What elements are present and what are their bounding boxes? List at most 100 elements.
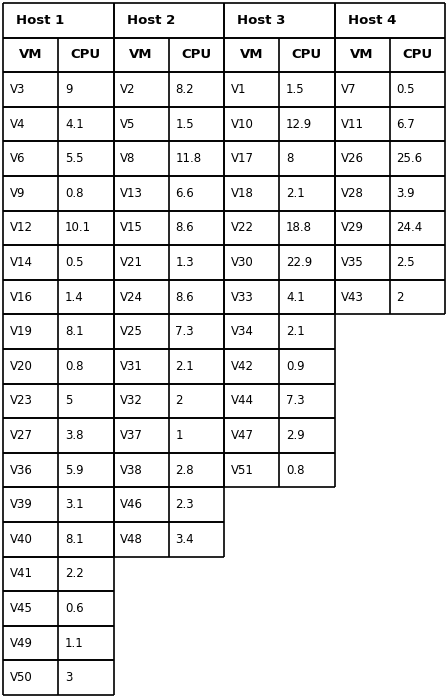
- Text: V18: V18: [231, 187, 254, 200]
- Text: 2.3: 2.3: [175, 498, 194, 511]
- Text: V47: V47: [231, 429, 254, 442]
- Text: V44: V44: [231, 394, 254, 408]
- Text: V22: V22: [231, 221, 254, 235]
- Text: 9: 9: [65, 83, 73, 96]
- Text: 0.8: 0.8: [286, 463, 304, 477]
- Text: 8.2: 8.2: [175, 83, 194, 96]
- Text: Host 3: Host 3: [237, 14, 286, 27]
- Text: 2.1: 2.1: [175, 359, 194, 373]
- Text: V48: V48: [120, 533, 143, 546]
- Text: V8: V8: [120, 152, 135, 165]
- Text: 6.6: 6.6: [175, 187, 194, 200]
- Text: V23: V23: [9, 394, 33, 408]
- Text: 3: 3: [65, 671, 72, 684]
- Text: V36: V36: [9, 463, 33, 477]
- Text: 4.1: 4.1: [65, 117, 84, 131]
- Text: V25: V25: [120, 325, 143, 339]
- Text: 0.8: 0.8: [65, 187, 83, 200]
- Text: 10.1: 10.1: [65, 221, 91, 235]
- Text: V49: V49: [9, 637, 33, 650]
- Text: 2.1: 2.1: [286, 325, 305, 339]
- Text: V3: V3: [9, 83, 25, 96]
- Text: 8.1: 8.1: [65, 325, 83, 339]
- Text: V19: V19: [9, 325, 33, 339]
- Text: V24: V24: [120, 290, 143, 304]
- Text: V31: V31: [120, 359, 143, 373]
- Text: 8.1: 8.1: [65, 533, 83, 546]
- Text: 2: 2: [175, 394, 183, 408]
- Text: V42: V42: [231, 359, 254, 373]
- Text: 7.3: 7.3: [286, 394, 305, 408]
- Text: 3.9: 3.9: [396, 187, 415, 200]
- Text: V4: V4: [9, 117, 25, 131]
- Text: 5: 5: [65, 394, 72, 408]
- Text: V9: V9: [9, 187, 25, 200]
- Text: CPU: CPU: [71, 48, 101, 61]
- Text: V16: V16: [9, 290, 33, 304]
- Text: V15: V15: [120, 221, 143, 235]
- Text: 8.6: 8.6: [175, 290, 194, 304]
- Text: 0.5: 0.5: [396, 83, 415, 96]
- Text: V11: V11: [341, 117, 364, 131]
- Text: 0.8: 0.8: [65, 359, 83, 373]
- Text: 1: 1: [175, 429, 183, 442]
- Text: 1.3: 1.3: [175, 256, 194, 269]
- Text: V30: V30: [231, 256, 254, 269]
- Text: V21: V21: [120, 256, 143, 269]
- Text: 2: 2: [396, 290, 404, 304]
- Text: 22.9: 22.9: [286, 256, 312, 269]
- Text: V10: V10: [231, 117, 254, 131]
- Text: CPU: CPU: [292, 48, 322, 61]
- Text: V46: V46: [120, 498, 143, 511]
- Text: 2.9: 2.9: [286, 429, 305, 442]
- Text: 4.1: 4.1: [286, 290, 305, 304]
- Text: 5.9: 5.9: [65, 463, 83, 477]
- Text: 2.8: 2.8: [175, 463, 194, 477]
- Text: 25.6: 25.6: [396, 152, 422, 165]
- Text: CPU: CPU: [402, 48, 432, 61]
- Text: V33: V33: [231, 290, 254, 304]
- Text: 24.4: 24.4: [396, 221, 422, 235]
- Text: Host 2: Host 2: [127, 14, 175, 27]
- Text: 0.5: 0.5: [65, 256, 83, 269]
- Text: V35: V35: [341, 256, 364, 269]
- Text: V7: V7: [341, 83, 357, 96]
- Text: 8: 8: [286, 152, 293, 165]
- Text: V51: V51: [231, 463, 254, 477]
- Text: V20: V20: [9, 359, 33, 373]
- Text: V45: V45: [9, 602, 33, 615]
- Text: Host 1: Host 1: [16, 14, 65, 27]
- Text: 12.9: 12.9: [286, 117, 312, 131]
- Text: 0.9: 0.9: [286, 359, 305, 373]
- Text: 1.5: 1.5: [286, 83, 305, 96]
- Text: V14: V14: [9, 256, 33, 269]
- Text: CPU: CPU: [181, 48, 211, 61]
- Text: 1.4: 1.4: [65, 290, 84, 304]
- Text: V50: V50: [9, 671, 32, 684]
- Text: V43: V43: [341, 290, 364, 304]
- Text: V29: V29: [341, 221, 364, 235]
- Text: V13: V13: [120, 187, 143, 200]
- Text: VM: VM: [350, 48, 374, 61]
- Text: V38: V38: [120, 463, 143, 477]
- Text: V2: V2: [120, 83, 136, 96]
- Text: VM: VM: [240, 48, 263, 61]
- Text: 3.4: 3.4: [175, 533, 194, 546]
- Text: VM: VM: [19, 48, 43, 61]
- Text: 0.6: 0.6: [65, 602, 83, 615]
- Text: 3.1: 3.1: [65, 498, 83, 511]
- Text: 2.2: 2.2: [65, 567, 84, 581]
- Text: 1.1: 1.1: [65, 637, 84, 650]
- Text: V37: V37: [120, 429, 143, 442]
- Text: V27: V27: [9, 429, 33, 442]
- Text: 6.7: 6.7: [396, 117, 415, 131]
- Text: Host 4: Host 4: [348, 14, 396, 27]
- Text: V1: V1: [231, 83, 246, 96]
- Text: V34: V34: [231, 325, 254, 339]
- Text: V28: V28: [341, 187, 364, 200]
- Text: V6: V6: [9, 152, 25, 165]
- Text: 2.1: 2.1: [286, 187, 305, 200]
- Text: 7.3: 7.3: [175, 325, 194, 339]
- Text: V26: V26: [341, 152, 364, 165]
- Text: V32: V32: [120, 394, 143, 408]
